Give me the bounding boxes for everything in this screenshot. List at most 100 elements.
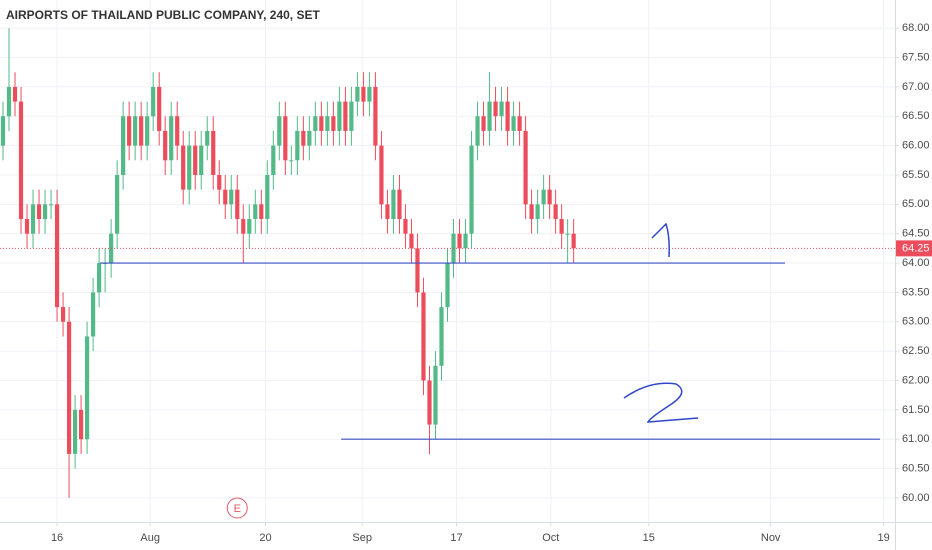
candle-body — [325, 116, 330, 131]
candle-body — [541, 189, 546, 205]
candle-body — [18, 101, 24, 220]
candle-body — [277, 116, 282, 146]
drawing-one — [651, 222, 670, 258]
x-tick-label: Oct — [542, 532, 559, 544]
candle-body — [283, 116, 288, 161]
candle-body — [421, 292, 426, 381]
candle-body — [157, 86, 162, 131]
candle-body — [72, 409, 78, 454]
candle-body — [355, 86, 360, 102]
y-tick-label: 64.00 — [902, 257, 930, 269]
candle-body — [523, 130, 528, 205]
candle-body — [337, 101, 342, 131]
candle-body — [445, 263, 450, 308]
candle-body — [151, 86, 156, 117]
candle-body — [205, 130, 210, 146]
candle-body — [385, 204, 390, 220]
drawing-two — [623, 382, 699, 423]
candle-body — [301, 130, 306, 146]
candle-body — [253, 204, 258, 220]
candle-body — [295, 130, 300, 161]
candle-body — [463, 233, 468, 249]
candle-body — [97, 263, 102, 293]
y-tick-label: 60.50 — [902, 462, 930, 474]
candle-body — [415, 248, 420, 293]
candle-body — [511, 116, 516, 131]
candle-body — [505, 101, 510, 131]
event-marker — [226, 497, 248, 519]
candle-body — [481, 116, 486, 131]
candle-body — [247, 219, 252, 234]
candle-body — [0, 116, 6, 146]
y-tick-label: 64.50 — [902, 228, 930, 240]
event-label: E — [234, 503, 241, 515]
candle-body — [457, 233, 462, 249]
y-tick-label: 67.50 — [902, 51, 930, 63]
candle-body — [271, 145, 276, 175]
x-tick-label: 17 — [450, 532, 462, 544]
candle-body — [60, 307, 66, 322]
candle-body — [373, 86, 378, 146]
candle-body — [54, 204, 60, 308]
candle-body — [211, 130, 216, 175]
candle-body — [331, 116, 336, 131]
candle-body — [361, 86, 366, 102]
candle-body — [571, 233, 576, 249]
candle-body — [229, 189, 234, 205]
candle-body — [169, 116, 174, 161]
candle-body — [175, 116, 180, 146]
candle-body — [307, 130, 312, 146]
candle-body — [121, 116, 126, 175]
candle-body — [115, 174, 120, 234]
candle-body — [139, 116, 144, 146]
candle-body — [217, 174, 222, 190]
candle-body — [427, 380, 432, 425]
candle-body — [349, 101, 354, 131]
candle-body — [84, 336, 90, 440]
candle-body — [313, 116, 318, 131]
y-tick-label: 60.00 — [902, 492, 930, 504]
x-tick-label: Aug — [140, 532, 160, 544]
candle-body — [6, 86, 12, 117]
candle-body — [475, 116, 480, 146]
candle-body — [127, 116, 132, 146]
candle-body — [181, 145, 186, 190]
candle-body — [391, 189, 396, 220]
candle-body — [487, 101, 492, 131]
candle-body — [193, 145, 198, 175]
candle-body — [30, 204, 36, 234]
y-tick-label: 68.00 — [902, 22, 930, 34]
candle-body — [397, 189, 402, 220]
y-tick-label: 67.00 — [902, 81, 930, 93]
candle-body — [12, 86, 18, 102]
candle-body — [379, 145, 384, 205]
candle-body — [493, 101, 498, 117]
candle-body — [145, 116, 150, 146]
candle-body — [529, 204, 534, 220]
candle-body — [559, 219, 564, 234]
chart-title: AIRPORTS OF THAILAND PUBLIC COMPANY, 240… — [6, 8, 320, 22]
y-tick-label: 61.00 — [902, 433, 930, 445]
last-price-label: 64.25 — [902, 242, 930, 254]
y-tick-label: 61.50 — [902, 404, 930, 416]
candle-body — [517, 116, 522, 131]
y-tick-label: 63.00 — [902, 316, 930, 328]
x-tick-label: 20 — [259, 532, 271, 544]
candle-body — [409, 233, 414, 249]
x-tick-label: Nov — [761, 532, 781, 544]
y-tick-label: 62.50 — [902, 345, 930, 357]
candle-body — [78, 409, 84, 440]
candle-body — [343, 101, 348, 131]
y-tick-label: 65.50 — [902, 169, 930, 181]
candle-body — [469, 145, 474, 234]
candle-body — [535, 204, 540, 220]
candle-body — [163, 130, 168, 161]
candle-body — [133, 116, 138, 146]
candle-body — [565, 233, 570, 235]
x-tick-label: 15 — [643, 532, 655, 544]
candle-body — [553, 204, 558, 220]
x-tick-label: 19 — [877, 532, 889, 544]
y-tick-label: 62.00 — [902, 374, 930, 386]
candle-body — [319, 116, 324, 131]
